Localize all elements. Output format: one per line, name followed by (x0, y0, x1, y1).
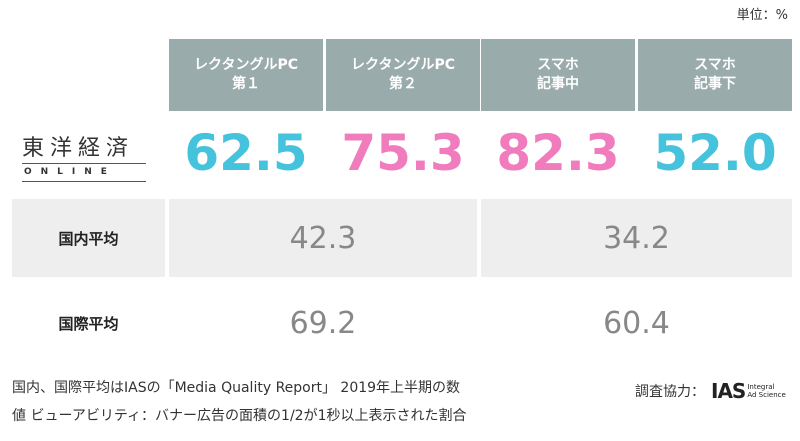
column-header-pc-1: レクタングルPC 第１ (169, 39, 323, 111)
domestic-average-pc-value: 42.3 (169, 199, 477, 277)
footnote-line: 値 ビューアビリティ：バナー広告の面積の1/2が1秒以上表示された割合 (12, 408, 467, 424)
toyokeizai-value-pc-1: 62.5 (184, 124, 308, 182)
row-label: 国際平均 (58, 314, 119, 333)
logo-main-text: 東洋経済 (22, 136, 135, 161)
column-header-sp-article-bottom: スマホ 記事下 (638, 39, 792, 111)
column-header-pc-2: レクタングルPC 第２ (326, 39, 480, 111)
column-header-line: レクタングルPC (351, 57, 455, 73)
column-header-sp-article-middle: スマホ 記事中 (481, 39, 635, 111)
column-header-line: 記事下 (694, 76, 736, 92)
column-header-line: 第２ (388, 76, 417, 92)
domestic-average-sp-value: 34.2 (481, 199, 792, 277)
credit-label: 調査協力： (635, 384, 705, 400)
unit-label: 単位：% (736, 8, 788, 23)
column-header-line: レクタングルPC (194, 57, 298, 73)
column-header-line: スマホ (537, 57, 579, 73)
logo-sub-text: ONLINE (24, 167, 116, 177)
row-label: 国内平均 (12, 199, 165, 277)
toyokeizai-value-pc-2: 75.3 (341, 124, 465, 182)
ias-logo: IAS Integral Ad Science (711, 379, 786, 403)
international-average-pc-value: 69.2 (289, 305, 357, 341)
ias-logo-text: Integral Ad Science (747, 383, 785, 399)
footnote: 国内、国際平均はIASの「Media Quality Report」 2019年… (12, 374, 572, 430)
toyokeizai-value-sp-middle: 82.3 (496, 124, 620, 182)
column-header-line: スマホ (694, 57, 736, 73)
column-header-line: 記事中 (537, 76, 579, 92)
research-credit: 調査協力： IAS Integral Ad Science (635, 377, 786, 405)
logo-rule-top (22, 163, 146, 164)
footnote-line: 国内、国際平均はIASの「Media Quality Report」 2019年… (12, 380, 461, 396)
toyokeizai-online-logo: 東洋経済 ONLINE (22, 133, 147, 185)
international-average-sp-value: 60.4 (603, 305, 670, 341)
ias-mark: IAS (711, 379, 746, 403)
logo-rule-bottom (22, 181, 146, 182)
international-average-row: 国際平均 69.2 60.4 (12, 284, 800, 362)
ias-logo-line: Integral (747, 383, 775, 391)
domestic-average-row: 国内平均 42.3 34.2 (12, 199, 800, 277)
ias-logo-line: Ad Science (747, 391, 786, 399)
column-header-line: 第１ (231, 76, 260, 92)
toyokeizai-value-sp-bottom: 52.0 (653, 124, 777, 182)
